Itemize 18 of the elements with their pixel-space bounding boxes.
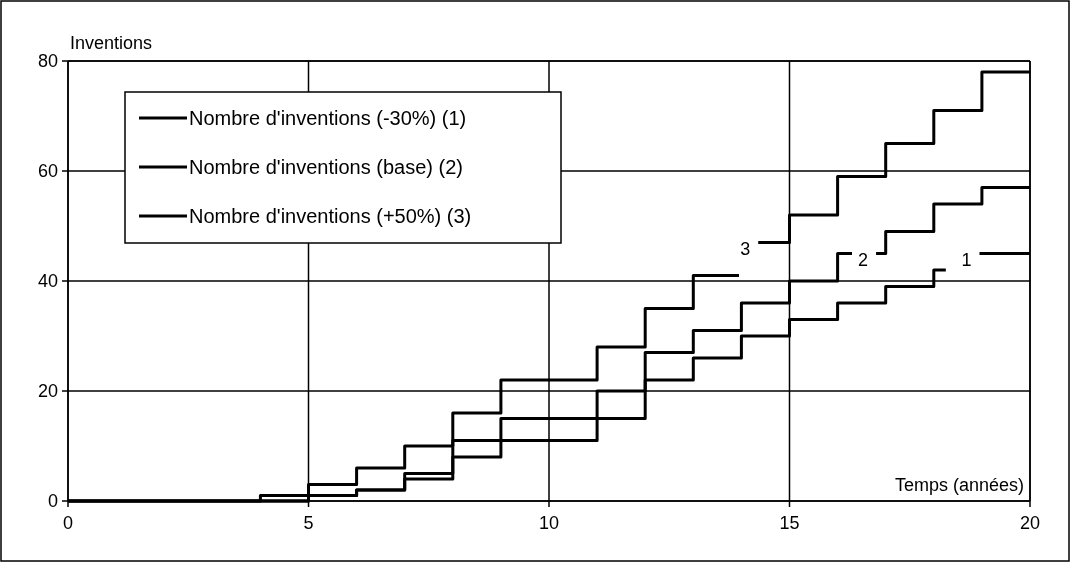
annotation: 3 xyxy=(740,238,751,259)
annotation: 2 xyxy=(858,249,869,270)
y-tick-label: 60 xyxy=(37,161,58,182)
x-axis-title: Temps (années) xyxy=(894,475,1024,495)
y-tick-label: 40 xyxy=(37,271,58,292)
y-tick-label: 80 xyxy=(37,51,58,72)
x-tick-label: 15 xyxy=(779,513,800,533)
x-tick-label: 5 xyxy=(303,513,314,533)
x-tick-label: 10 xyxy=(538,513,560,533)
x-tick-label: 20 xyxy=(1019,513,1041,533)
legend-label: Nombre d'inventions (base) (2) xyxy=(189,156,463,178)
y-tick-label: 0 xyxy=(47,491,58,512)
legend-label: Nombre d'inventions (+50%) (3) xyxy=(189,205,472,227)
annotation: 1 xyxy=(961,249,972,270)
legend-label: Nombre d'inventions (-30%) (1) xyxy=(189,107,467,129)
x-tick-label: 0 xyxy=(62,513,74,533)
y-axis-title: Inventions xyxy=(70,33,153,53)
y-tick-label: 20 xyxy=(37,381,58,402)
